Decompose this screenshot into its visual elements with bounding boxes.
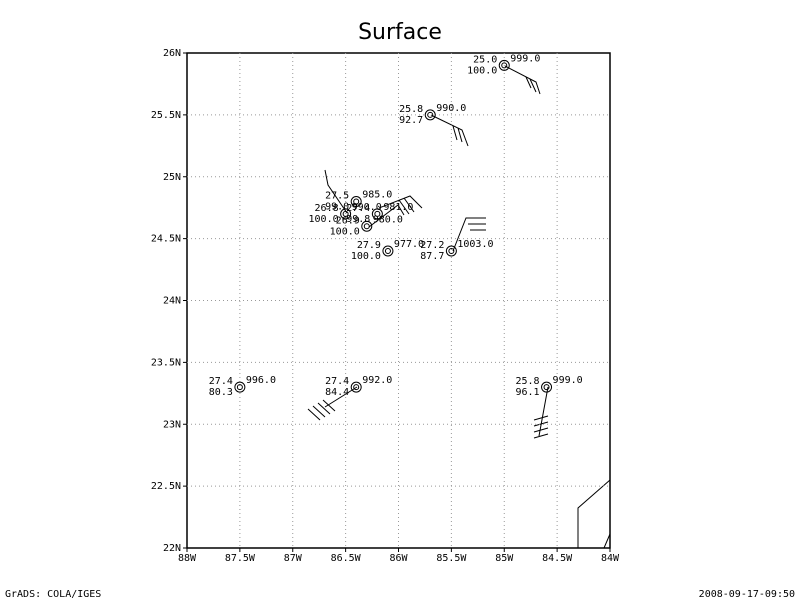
station-outer <box>541 381 553 393</box>
y-tick-label: 24N <box>163 296 181 307</box>
temperature: 27.4 <box>325 376 349 387</box>
humidity: 96.1 <box>515 387 539 398</box>
coastline <box>577 479 611 549</box>
x-tick-label: 85.5W <box>436 553 467 564</box>
station-inner <box>363 223 370 230</box>
station-inner <box>501 62 508 69</box>
station-outer <box>350 196 362 207</box>
humidity: 87.7 <box>420 251 444 262</box>
x-tick-label: 87.5W <box>225 553 256 564</box>
pressure: 980.0 <box>373 214 403 225</box>
y-tick-label: 25N <box>163 172 181 183</box>
humidity: 100.0 <box>351 251 381 262</box>
temperature: 27.9 <box>357 240 381 251</box>
station-inner <box>342 210 349 217</box>
pressure: 999.0 <box>553 375 583 386</box>
x-tick-label: 86.5W <box>331 553 362 564</box>
pressure: 981.0 <box>383 202 413 213</box>
temperature: 27.2 <box>420 240 444 251</box>
temperature: 25.8 <box>399 104 423 115</box>
pressure: 977.0 <box>394 239 424 250</box>
y-tick-label: 22N <box>163 543 181 554</box>
humidity: 84.4 <box>325 387 349 398</box>
title: Surface <box>358 20 442 45</box>
y-tick-label: 26N <box>163 48 181 59</box>
x-tick-label: 86W <box>389 553 408 564</box>
station-inner <box>384 248 391 254</box>
temperature: 25.8 <box>515 376 539 387</box>
humidity: 99.0 <box>325 202 349 213</box>
temperature: 27.4 <box>209 376 233 387</box>
humidity: 100.0 <box>309 214 339 225</box>
y-tick-label: 24.5N <box>151 234 181 245</box>
humidity: 92.7 <box>399 115 423 126</box>
x-tick-label: 84.5W <box>542 553 573 564</box>
y-tick-label: 25.5N <box>151 110 181 121</box>
station-inner <box>448 248 455 254</box>
temperature: 26.9 <box>336 215 360 226</box>
pressure: 990.0 <box>436 103 466 114</box>
station-outer <box>445 245 457 257</box>
temperature: 26.8 <box>315 203 339 214</box>
station-inner <box>353 198 360 205</box>
pressure: 992.0 <box>362 375 392 386</box>
x-tick-label: 84W <box>601 553 620 564</box>
x-tick-label: 87W <box>284 553 303 564</box>
pressure: 996.0 <box>246 375 276 386</box>
pressure: 1003.0 <box>457 239 493 250</box>
y-tick-label: 23.5N <box>151 357 181 368</box>
station-inner <box>374 210 381 217</box>
station-inner <box>427 111 434 118</box>
station-inner <box>543 384 550 391</box>
footer-right: 2008-09-17-09:50 <box>699 589 795 600</box>
station-outer <box>361 220 373 232</box>
temperature: 25.0 <box>473 54 497 65</box>
y-tick-label: 23N <box>163 419 181 430</box>
x-tick-label: 85W <box>495 553 514 564</box>
footer-left: GrADS: COLA/IGES <box>5 589 101 600</box>
station-inner <box>236 384 243 391</box>
station-outer <box>350 381 362 393</box>
humidity: 80.3 <box>209 387 233 398</box>
temperature: 27.5 <box>325 191 349 202</box>
temperature: 27.4 <box>346 203 370 214</box>
x-tick-label: 88W <box>178 553 197 564</box>
humidity: 100.0 <box>330 226 360 237</box>
humidity: 100.0 <box>467 65 497 76</box>
y-tick-label: 22.5N <box>151 481 181 492</box>
station-outer <box>382 245 394 257</box>
pressure: 985.0 <box>362 190 392 201</box>
pressure: 999.0 <box>510 53 540 64</box>
station-outer <box>424 109 436 121</box>
station-outer <box>234 381 246 393</box>
station-outer <box>340 208 352 220</box>
station-outer <box>371 208 383 220</box>
station-inner <box>353 384 360 391</box>
humidity: 99.8 <box>346 214 370 225</box>
station-outer <box>498 59 510 71</box>
pressure: 990.0 <box>352 202 382 213</box>
